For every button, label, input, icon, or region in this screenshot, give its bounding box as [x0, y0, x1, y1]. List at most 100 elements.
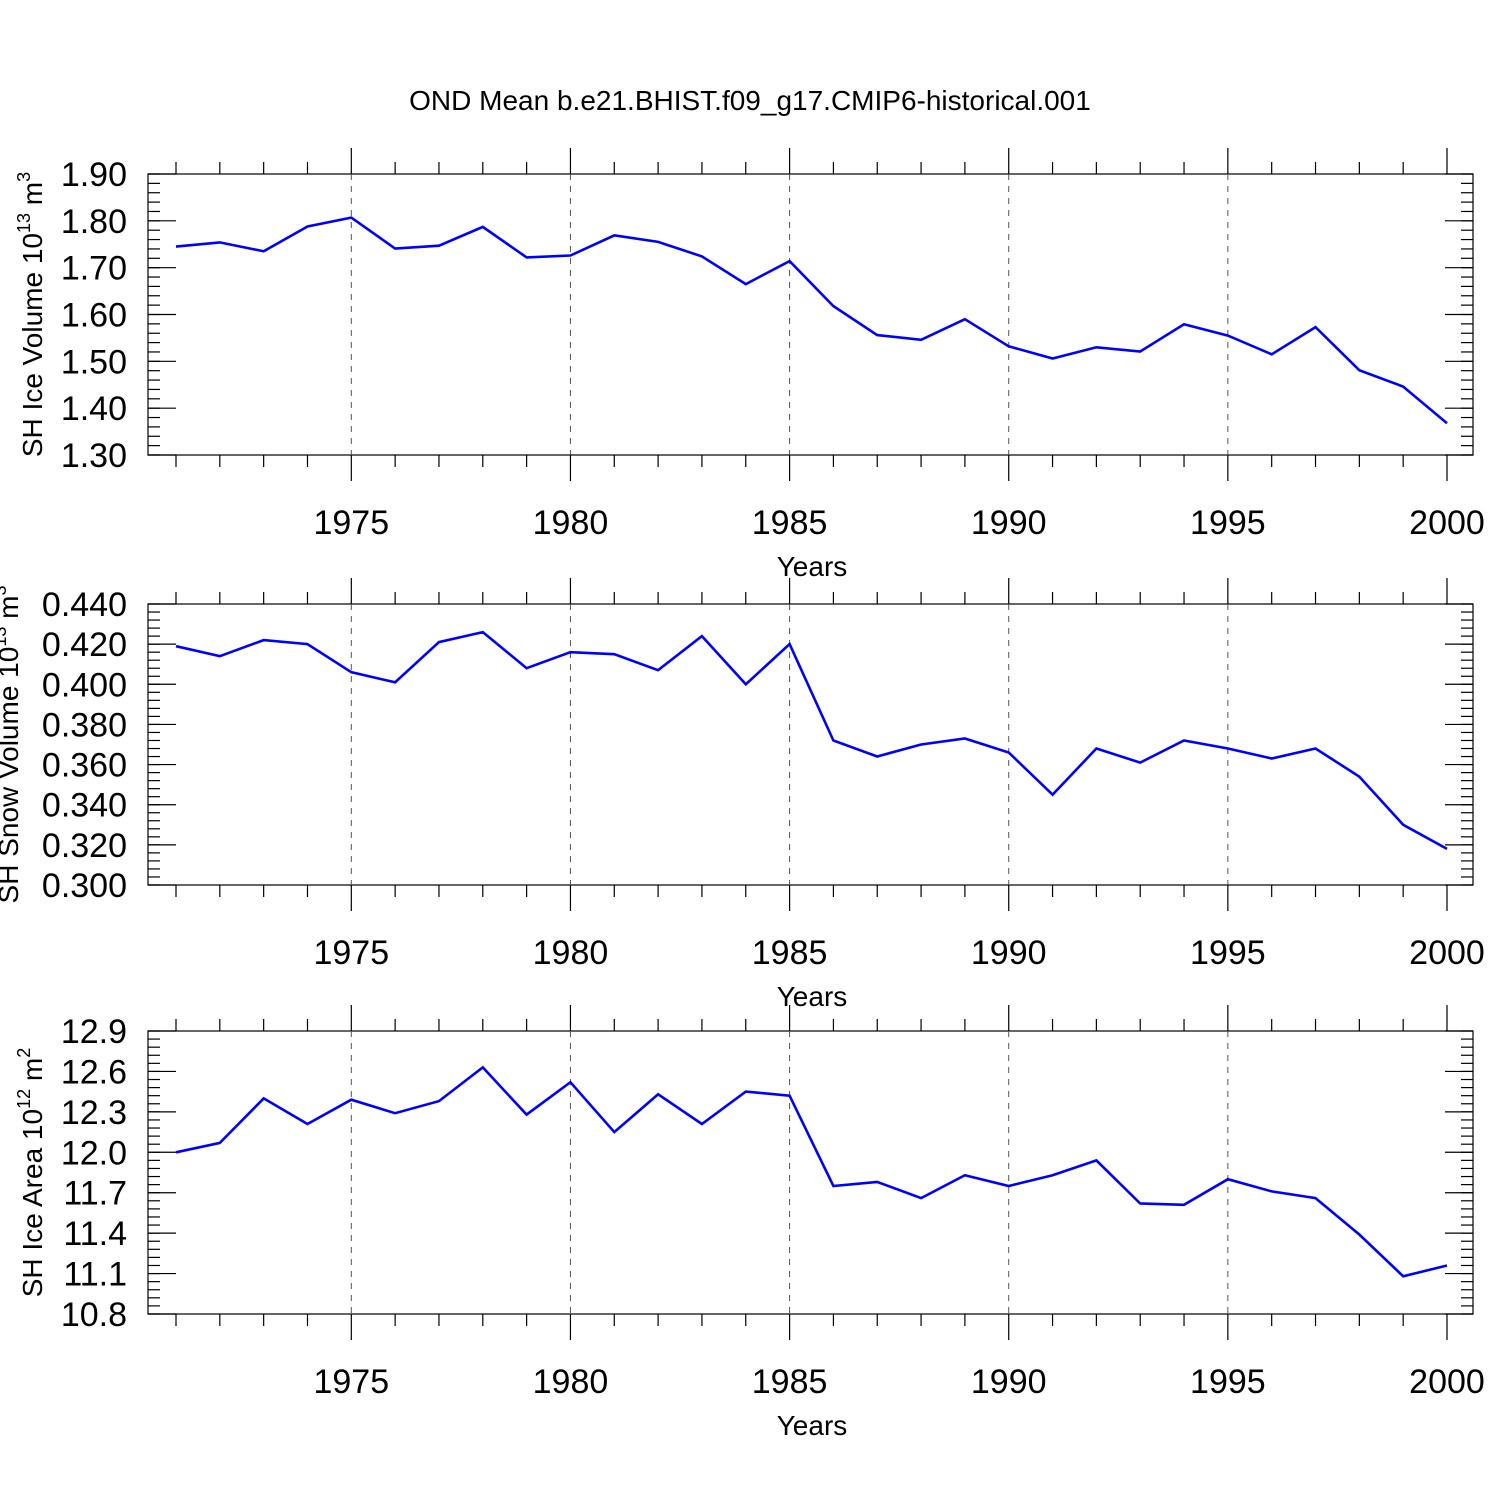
data-point — [349, 1098, 353, 1102]
x-tick-label: 1990 — [971, 934, 1047, 972]
data-point — [218, 1141, 222, 1145]
data-point — [963, 736, 967, 740]
data-point — [1401, 823, 1405, 827]
data-point — [700, 1122, 704, 1126]
data-point — [1270, 1189, 1274, 1193]
panel-snow-volume: 1975 1980 1985 1990 1995 2000Years0.3000.3200… — [0, 578, 1485, 1012]
y-tick-label: 1.40 — [61, 390, 127, 428]
data-point — [831, 1184, 835, 1188]
data-point — [218, 240, 222, 244]
data-point — [963, 1173, 967, 1177]
panel-ice-area: 1975 1980 1985 1990 1995 2000Years10.811.111.… — [14, 1005, 1485, 1441]
data-point — [1007, 751, 1011, 755]
y-tick-label: 11.1 — [63, 1256, 127, 1294]
plot-frame — [147, 173, 1474, 456]
y-tick-label: 0.440 — [42, 586, 127, 624]
data-point — [1138, 349, 1142, 353]
x-tick-label: 1985 — [752, 1363, 828, 1401]
y-tick-label: 1.70 — [61, 250, 127, 288]
plot-frame — [147, 603, 1474, 886]
data-point — [1401, 385, 1405, 389]
y-tick-label: 1.30 — [61, 437, 127, 475]
data-point — [700, 634, 704, 638]
data-point — [1314, 747, 1318, 751]
y-tick-label: 12.0 — [61, 1134, 127, 1172]
data-point — [1094, 747, 1098, 751]
x-tick-label: 1990 — [971, 504, 1047, 542]
data-point — [174, 1150, 178, 1154]
data-point — [612, 1130, 616, 1134]
data-point — [1314, 325, 1318, 329]
data-point — [612, 233, 616, 237]
data-point — [963, 317, 967, 321]
data-point — [393, 1111, 397, 1115]
plot-frame — [147, 1030, 1474, 1315]
x-tick-label: 1975 — [313, 1363, 389, 1401]
data-point — [568, 253, 572, 257]
data-point — [1051, 1173, 1055, 1177]
y-tick-label: 12.9 — [61, 1013, 127, 1051]
y-tick-label: 12.6 — [61, 1053, 127, 1091]
x-tick-label: 2000 — [1409, 504, 1485, 542]
y-tick-label: 0.420 — [42, 626, 127, 664]
x-tick-label: 1980 — [533, 504, 609, 542]
x-axis-label: Years — [777, 981, 848, 1012]
series-line-ice-volume — [175, 216, 1448, 425]
data-point — [305, 642, 309, 646]
data-point — [919, 1196, 923, 1200]
y-tick-label: 0.400 — [42, 666, 127, 704]
data-point — [1182, 738, 1186, 742]
data-point — [525, 666, 529, 670]
data-point — [1445, 1263, 1449, 1267]
data-point — [1226, 334, 1230, 338]
data-point — [744, 682, 748, 686]
data-point — [788, 642, 792, 646]
x-tick-label: 2000 — [1409, 934, 1485, 972]
data-point — [525, 1113, 529, 1117]
data-point — [393, 680, 397, 684]
y-tick-label: 0.340 — [42, 787, 127, 825]
data-point — [1226, 1177, 1230, 1181]
y-tick-label: 0.360 — [42, 747, 127, 785]
x-tick-label: 1995 — [1190, 504, 1266, 542]
data-point — [349, 216, 353, 220]
data-point — [1182, 1203, 1186, 1207]
data-point — [262, 1096, 266, 1100]
data-point — [1094, 345, 1098, 349]
data-point — [1445, 421, 1449, 425]
x-tick-label: 1980 — [533, 934, 609, 972]
y-axis-label: SH Ice Area 1012 m2 — [14, 1048, 48, 1298]
data-point — [656, 240, 660, 244]
y-tick-label: 0.380 — [42, 706, 127, 744]
data-point — [788, 1094, 792, 1098]
x-tick-label: 2000 — [1409, 1363, 1485, 1401]
data-point — [656, 1092, 660, 1096]
data-point — [174, 644, 178, 648]
data-point — [831, 304, 835, 308]
x-axis-label: Years — [777, 551, 848, 582]
x-tick-label: 1995 — [1190, 934, 1266, 972]
x-tick-label: 1980 — [533, 1363, 609, 1401]
data-point — [481, 630, 485, 634]
data-point — [1270, 352, 1274, 356]
x-tick-label: 1975 — [313, 934, 389, 972]
y-axis-label: SH Snow Volume 1013 m3 — [0, 586, 24, 904]
data-point — [1182, 322, 1186, 326]
y-tick-label: 10.8 — [61, 1296, 127, 1334]
data-point — [1357, 368, 1361, 372]
y-tick-label: 0.300 — [42, 867, 127, 905]
data-point — [744, 1090, 748, 1094]
y-tick-label: 11.7 — [63, 1175, 127, 1213]
data-point — [1007, 344, 1011, 348]
data-point — [875, 333, 879, 337]
data-point — [831, 738, 835, 742]
data-point — [875, 1180, 879, 1184]
y-tick-label: 1.90 — [61, 156, 127, 194]
y-tick-label: 0.320 — [42, 827, 127, 865]
data-point — [1445, 847, 1449, 851]
data-point — [481, 1065, 485, 1069]
data-point — [788, 259, 792, 263]
data-point — [437, 244, 441, 248]
series-line-snow-volume — [175, 630, 1448, 851]
